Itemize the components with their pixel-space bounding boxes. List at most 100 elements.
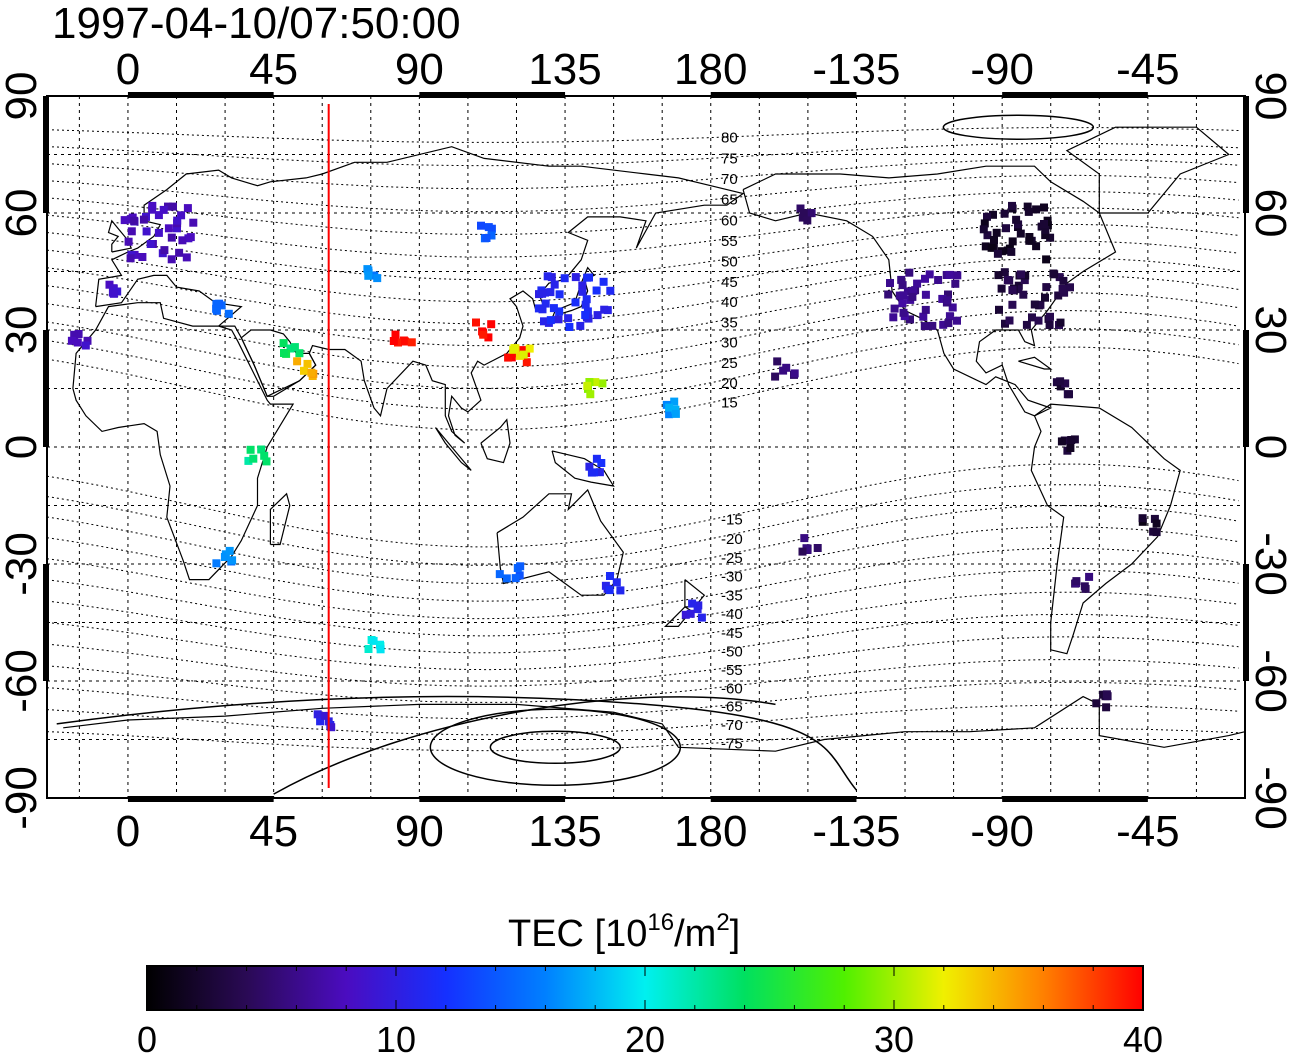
tec-cell xyxy=(953,316,961,325)
contour-line xyxy=(46,727,1239,752)
tec-cell xyxy=(571,273,580,282)
tec-cell xyxy=(1041,231,1050,240)
contour-label: 80 xyxy=(721,130,738,147)
tec-cell xyxy=(522,358,531,367)
tec-cell xyxy=(1034,316,1043,325)
tec-cell xyxy=(173,224,181,233)
tec-cell xyxy=(1066,444,1075,452)
tec-cell xyxy=(898,281,907,290)
contour-line xyxy=(46,207,1239,258)
tec-cell xyxy=(159,205,168,214)
colorbar-title-close: ] xyxy=(730,913,741,955)
bottom-tick-label: 135 xyxy=(528,807,601,856)
tec-cell xyxy=(246,445,255,454)
tec-cell xyxy=(581,300,590,309)
contour-label: 50 xyxy=(721,253,738,270)
tec-cell xyxy=(1025,233,1034,241)
tec-cell xyxy=(987,243,996,252)
tec-cell xyxy=(951,279,960,288)
tec-cell xyxy=(1024,207,1033,216)
tec-cell xyxy=(300,366,308,375)
tec-cell xyxy=(554,315,563,324)
left-tick-label: 60 xyxy=(0,189,46,238)
contour-line xyxy=(46,346,1239,431)
map-plot-area: 80 75 70 65 60 55 50 45 40 35 30 25 20 15 -15 -20 -25 -30… xyxy=(43,92,1249,802)
tec-cell xyxy=(578,281,587,290)
tec-cell xyxy=(1056,377,1065,386)
tec-cell xyxy=(543,272,552,281)
magnetic-latitude-contours xyxy=(46,114,1239,795)
tec-cell xyxy=(796,204,805,213)
frame-bar-bottom xyxy=(710,796,857,802)
tec-cell xyxy=(260,451,269,460)
tec-cell xyxy=(70,330,79,339)
tec-cell xyxy=(886,279,894,287)
tec-cell xyxy=(1008,201,1016,210)
tec-cell xyxy=(1092,699,1101,708)
tec-cell xyxy=(142,227,151,236)
tec-cell xyxy=(934,276,943,284)
tec-cell xyxy=(1059,276,1068,285)
tec-cell xyxy=(897,275,906,284)
timestamp-title: 1997-04-10/07:50:00 xyxy=(52,0,461,48)
left-tick-label: -90 xyxy=(0,766,46,830)
tec-cell xyxy=(1066,283,1074,292)
tec-cell xyxy=(903,287,912,296)
bottom-tick-label: 0 xyxy=(116,807,140,856)
tec-cell xyxy=(943,296,952,305)
tec-cell xyxy=(582,295,591,304)
contour-line xyxy=(46,174,1239,213)
tec-cell xyxy=(771,372,780,381)
tec-cell xyxy=(994,271,1003,280)
frame-bar-right xyxy=(1243,564,1249,681)
tec-cell xyxy=(686,609,695,618)
tec-cell xyxy=(519,350,528,359)
tec-cell xyxy=(547,273,556,282)
tec-cell xyxy=(938,294,947,303)
tec-cell xyxy=(555,290,564,299)
tec-cell xyxy=(564,314,573,323)
tec-cell xyxy=(1102,703,1111,712)
contour-label: -40 xyxy=(721,606,743,623)
tec-cell xyxy=(154,228,163,237)
tec-cell xyxy=(290,343,299,352)
contour-label: 30 xyxy=(721,335,738,352)
colorbar-ticks xyxy=(146,966,1144,1010)
tec-cell xyxy=(1036,300,1045,309)
tec-cell xyxy=(1003,276,1012,284)
tec-cell xyxy=(593,311,602,320)
bottom-tick-label: -45 xyxy=(1116,807,1180,856)
right-tick-label: 90 xyxy=(1246,72,1292,121)
tec-cell xyxy=(919,312,928,321)
top-tick-label: 0 xyxy=(116,45,140,94)
tec-cell xyxy=(990,236,998,244)
tec-cell xyxy=(518,346,527,355)
tec-cell xyxy=(1032,205,1041,214)
tec-cell xyxy=(1152,519,1161,528)
contour-label: 35 xyxy=(721,315,738,332)
left-tick-label: -60 xyxy=(0,649,46,713)
colorbar: TEC [1016/m2] 0 10 20 30 40 xyxy=(137,909,1163,1057)
tec-cell xyxy=(212,299,221,308)
tec-cell xyxy=(1061,379,1070,388)
tec-cell xyxy=(1085,572,1094,581)
tec-cell xyxy=(225,546,234,555)
right-tick-label: -30 xyxy=(1246,532,1292,596)
tec-cell xyxy=(186,233,195,242)
tec-cell xyxy=(993,249,1002,258)
tec-cell xyxy=(799,209,808,218)
tec-cell xyxy=(164,202,172,211)
contour-line xyxy=(46,591,1239,654)
contour-label: 75 xyxy=(721,150,738,167)
tec-cell xyxy=(925,270,934,279)
tec-cell xyxy=(1014,220,1023,229)
tec-cell xyxy=(1030,300,1039,309)
right-tick-label: 30 xyxy=(1246,306,1292,355)
tec-cell xyxy=(899,291,908,300)
tec-cell xyxy=(472,318,480,327)
right-tick-label: -90 xyxy=(1246,766,1292,830)
tec-cell xyxy=(906,315,914,324)
tec-cell xyxy=(587,468,596,477)
tec-cell xyxy=(407,338,416,347)
tec-cell xyxy=(1007,247,1016,256)
